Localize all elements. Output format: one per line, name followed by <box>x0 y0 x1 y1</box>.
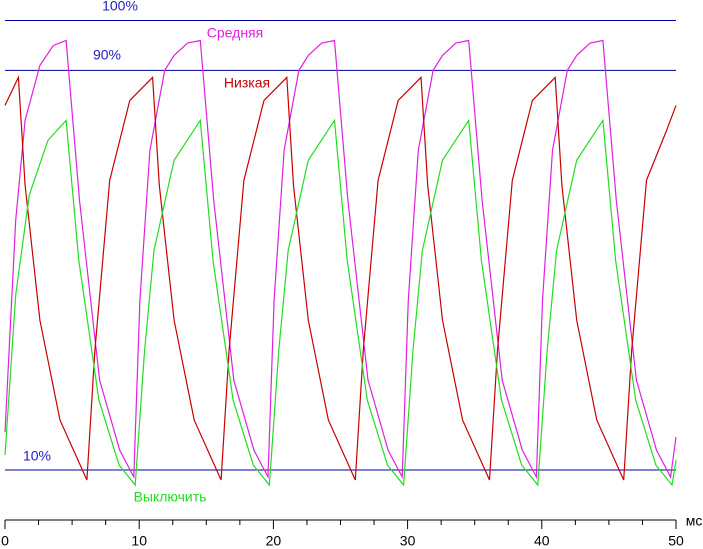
series-line <box>4 118 677 487</box>
series-label: Средняя <box>207 25 263 41</box>
series-label: Выключить <box>134 489 207 505</box>
x-tick-label: 0 <box>1 533 9 549</box>
series-label: Низкая <box>224 75 270 91</box>
x-tick-label: 30 <box>400 533 416 549</box>
reference-label: 90% <box>93 47 121 63</box>
x-tick-label: 40 <box>534 533 550 549</box>
reference-label: 100% <box>102 0 138 14</box>
x-tick-label: 20 <box>266 533 282 549</box>
x-tick-label: 50 <box>668 533 684 549</box>
series-line <box>4 75 677 481</box>
series-line <box>4 39 677 480</box>
x-axis-label: мс <box>686 513 703 529</box>
reference-label: 10% <box>23 448 51 464</box>
x-tick-label: 10 <box>131 533 147 549</box>
